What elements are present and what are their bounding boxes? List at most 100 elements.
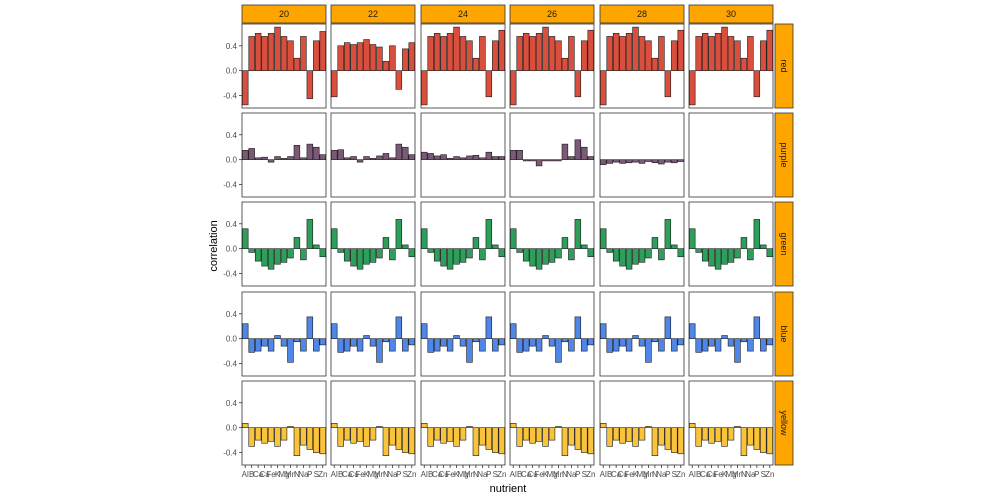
panel-red-22 [330,23,416,109]
bar-Na [747,248,754,261]
panel-green-24 [420,201,506,287]
x-tick-label: Cu [527,470,537,479]
bar-Mg [459,157,467,160]
y-tick-label: 0.0 [226,335,238,344]
bar-Al [600,323,607,339]
bar-Mn [376,155,383,160]
column-strip-26 [509,4,595,24]
bar-S [581,146,588,160]
column-strip-label: 30 [726,9,736,19]
bar-K [632,335,639,339]
bar-N [651,338,659,343]
column-strip-20 [241,4,327,24]
x-tick-label: Zn [318,470,327,479]
bar-N [740,427,748,456]
x-tick-label: K [722,470,728,479]
bar-Na [568,427,575,446]
panel-border [330,380,416,466]
column-strip-label: 28 [637,9,647,19]
row-strip-label: purple [779,142,789,167]
y-axis-title: correlation [208,220,220,271]
bar-P [574,316,582,339]
bar-Na [658,338,665,352]
bar-Ca [254,33,262,71]
x-tick-label: K [543,470,549,479]
panel-green-28 [599,201,685,287]
bar-S [313,427,320,453]
bar-N [651,159,659,164]
panel-border [509,291,595,377]
bar-Na [479,427,486,446]
x-tick-label: P [486,470,491,479]
bar-P [664,316,672,339]
bar-Fe [446,158,454,160]
bar-Na [747,338,754,352]
bar-Al [242,323,249,339]
bar-P [664,159,672,163]
bar-B [427,248,434,253]
bar-N [293,237,301,249]
bar-N [293,427,301,456]
bar-Cu [529,248,536,267]
x-tick-label: S [314,470,319,479]
bar-S [492,338,499,352]
bar-Ca [254,427,262,441]
x-tick-label: Mg [367,470,378,479]
bar-Cu [619,159,626,164]
bar-P [395,316,403,339]
column-strip-30 [688,4,774,24]
bar-Na [658,159,665,165]
x-tick-label: Zn [497,470,506,479]
bar-Mn [376,46,383,71]
bar-S [581,40,588,71]
y-tick-label: 0.0 [226,245,238,254]
bar-Cu [350,338,357,347]
y-tick-label: -0.4 [223,92,237,101]
bar-P [306,143,314,160]
bar-Zn [408,248,415,258]
bar-Al [331,150,338,160]
bar-Zn [587,156,594,160]
bar-Mg [369,158,377,160]
bar-Al [689,323,696,339]
bar-Mn [466,248,473,259]
bar-Zn [498,248,505,258]
bar-K [542,248,549,265]
row-strip-red [774,23,794,109]
x-tick-label: P [575,470,580,479]
bar-N [382,61,390,71]
bar-P [395,143,403,160]
bar-K [274,427,281,447]
bar-Al [510,323,517,339]
panel-blue-28 [599,291,685,377]
bar-K [453,26,460,71]
bar-K [453,248,460,265]
bar-Ca [343,338,351,352]
bar-S [760,40,767,71]
bar-Ca [612,338,620,352]
panel-blue-20 [241,291,327,377]
bar-Mn [287,156,294,160]
bar-S [760,244,767,249]
bar-Zn [498,156,505,160]
bar-Na [479,157,486,160]
bar-Mg [638,338,646,347]
bar-Na [389,427,396,446]
x-tick-label: Mg [636,470,647,479]
row-strip-blue [774,291,794,377]
bar-Na [389,248,396,261]
bar-Cu [440,248,447,267]
bar-Fe [356,42,364,71]
bar-Ca [343,427,351,441]
bar-Ca [433,248,441,262]
bar-Zn [587,29,594,71]
bar-N [293,145,301,160]
bar-Ca [701,248,709,262]
bar-Al [600,159,607,165]
bar-Fe [356,338,364,352]
bar-B [606,427,613,447]
bar-S [671,159,678,164]
x-tick-label: Fe [266,470,276,479]
bar-Zn [677,248,684,258]
bar-Fe [356,427,364,442]
